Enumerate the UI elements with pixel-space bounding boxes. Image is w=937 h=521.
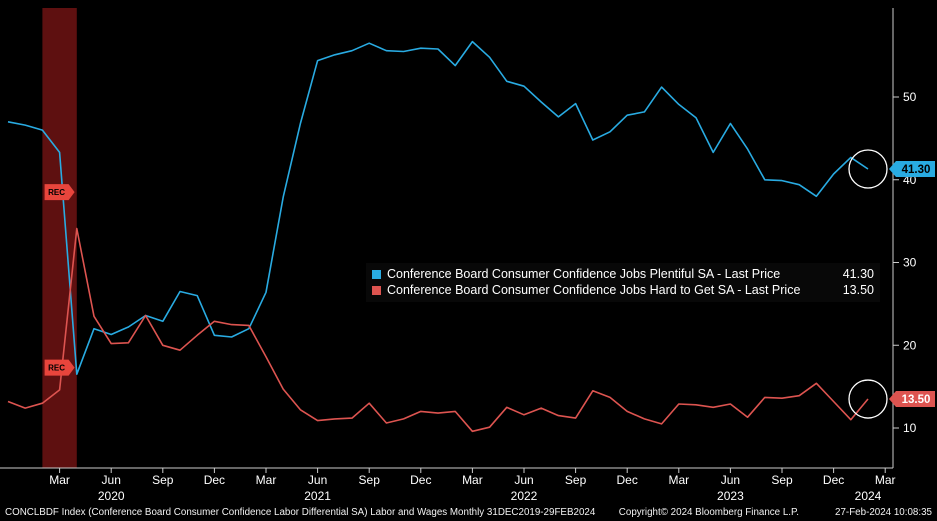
y-tick-label: 10 xyxy=(903,421,917,435)
x-tick-label: Jun xyxy=(102,473,121,487)
x-tick-label: Dec xyxy=(410,473,431,487)
x-tick-label: Sep xyxy=(152,473,174,487)
footer-copyright: Copyright© 2024 Bloomberg Finance L.P. xyxy=(618,507,800,518)
chart-footer: CONCLBDF Index (Conference Board Consume… xyxy=(0,504,937,521)
price-badge-label-1: 13.50 xyxy=(902,394,931,406)
recession-band xyxy=(42,8,77,468)
x-tick-label: Dec xyxy=(204,473,225,487)
footer-security-description: CONCLBDF Index (Conference Board Consume… xyxy=(5,507,596,518)
price-badge-0 xyxy=(889,160,935,177)
legend-value-jobs-hard-to-get: 13.50 xyxy=(842,283,874,297)
x-year-label: 2024 xyxy=(855,489,882,503)
x-tick-label: Mar xyxy=(49,473,70,487)
legend-value-jobs-plentiful: 41.30 xyxy=(842,267,874,281)
price-badge-1 xyxy=(889,391,935,408)
x-year-label: 2022 xyxy=(511,489,538,503)
series-line-0 xyxy=(7,40,869,376)
x-tick-label: Mar xyxy=(875,473,896,487)
x-tick-label: Mar xyxy=(256,473,277,487)
y-tick-label: 50 xyxy=(903,90,917,104)
x-tick-label: Sep xyxy=(565,473,587,487)
x-tick-label: Sep xyxy=(771,473,793,487)
series-swatch-jobs-plentiful xyxy=(372,269,381,279)
legend-label-jobs-hard-to-get: Conference Board Consumer Confidence Job… xyxy=(387,283,801,297)
rec-marker-label: REC xyxy=(48,364,65,373)
x-tick-label: Jun xyxy=(721,473,740,487)
legend-row-jobs-plentiful[interactable]: Conference Board Consumer Confidence Job… xyxy=(372,266,874,282)
x-year-label: 2020 xyxy=(98,489,125,503)
x-tick-label: Jun xyxy=(308,473,327,487)
series-swatch-jobs-hard-to-get xyxy=(372,285,381,295)
x-tick-label: Mar xyxy=(668,473,689,487)
rec-marker xyxy=(44,184,75,201)
last-point-circle-1 xyxy=(848,379,888,419)
legend-label-jobs-plentiful: Conference Board Consumer Confidence Job… xyxy=(387,267,781,281)
y-tick-label: 30 xyxy=(903,256,917,270)
x-tick-label: Sep xyxy=(359,473,381,487)
rec-marker-label: REC xyxy=(48,188,65,197)
price-badge-label-0: 41.30 xyxy=(902,164,931,176)
x-tick-label: Jun xyxy=(514,473,533,487)
x-tick-label: Mar xyxy=(462,473,483,487)
rec-marker xyxy=(44,359,75,376)
y-tick-label: 20 xyxy=(903,338,917,352)
last-point-circle-0 xyxy=(848,149,888,189)
x-tick-label: Dec xyxy=(617,473,638,487)
series-line-1 xyxy=(7,227,869,433)
x-year-label: 2023 xyxy=(717,489,744,503)
footer-timestamp: 27-Feb-2024 10:08:35 xyxy=(835,507,932,518)
chart-legend: Conference Board Consumer Confidence Job… xyxy=(366,263,880,302)
x-year-label: 2021 xyxy=(304,489,331,503)
legend-row-jobs-hard-to-get[interactable]: Conference Board Consumer Confidence Job… xyxy=(372,282,874,298)
x-tick-label: Dec xyxy=(823,473,844,487)
